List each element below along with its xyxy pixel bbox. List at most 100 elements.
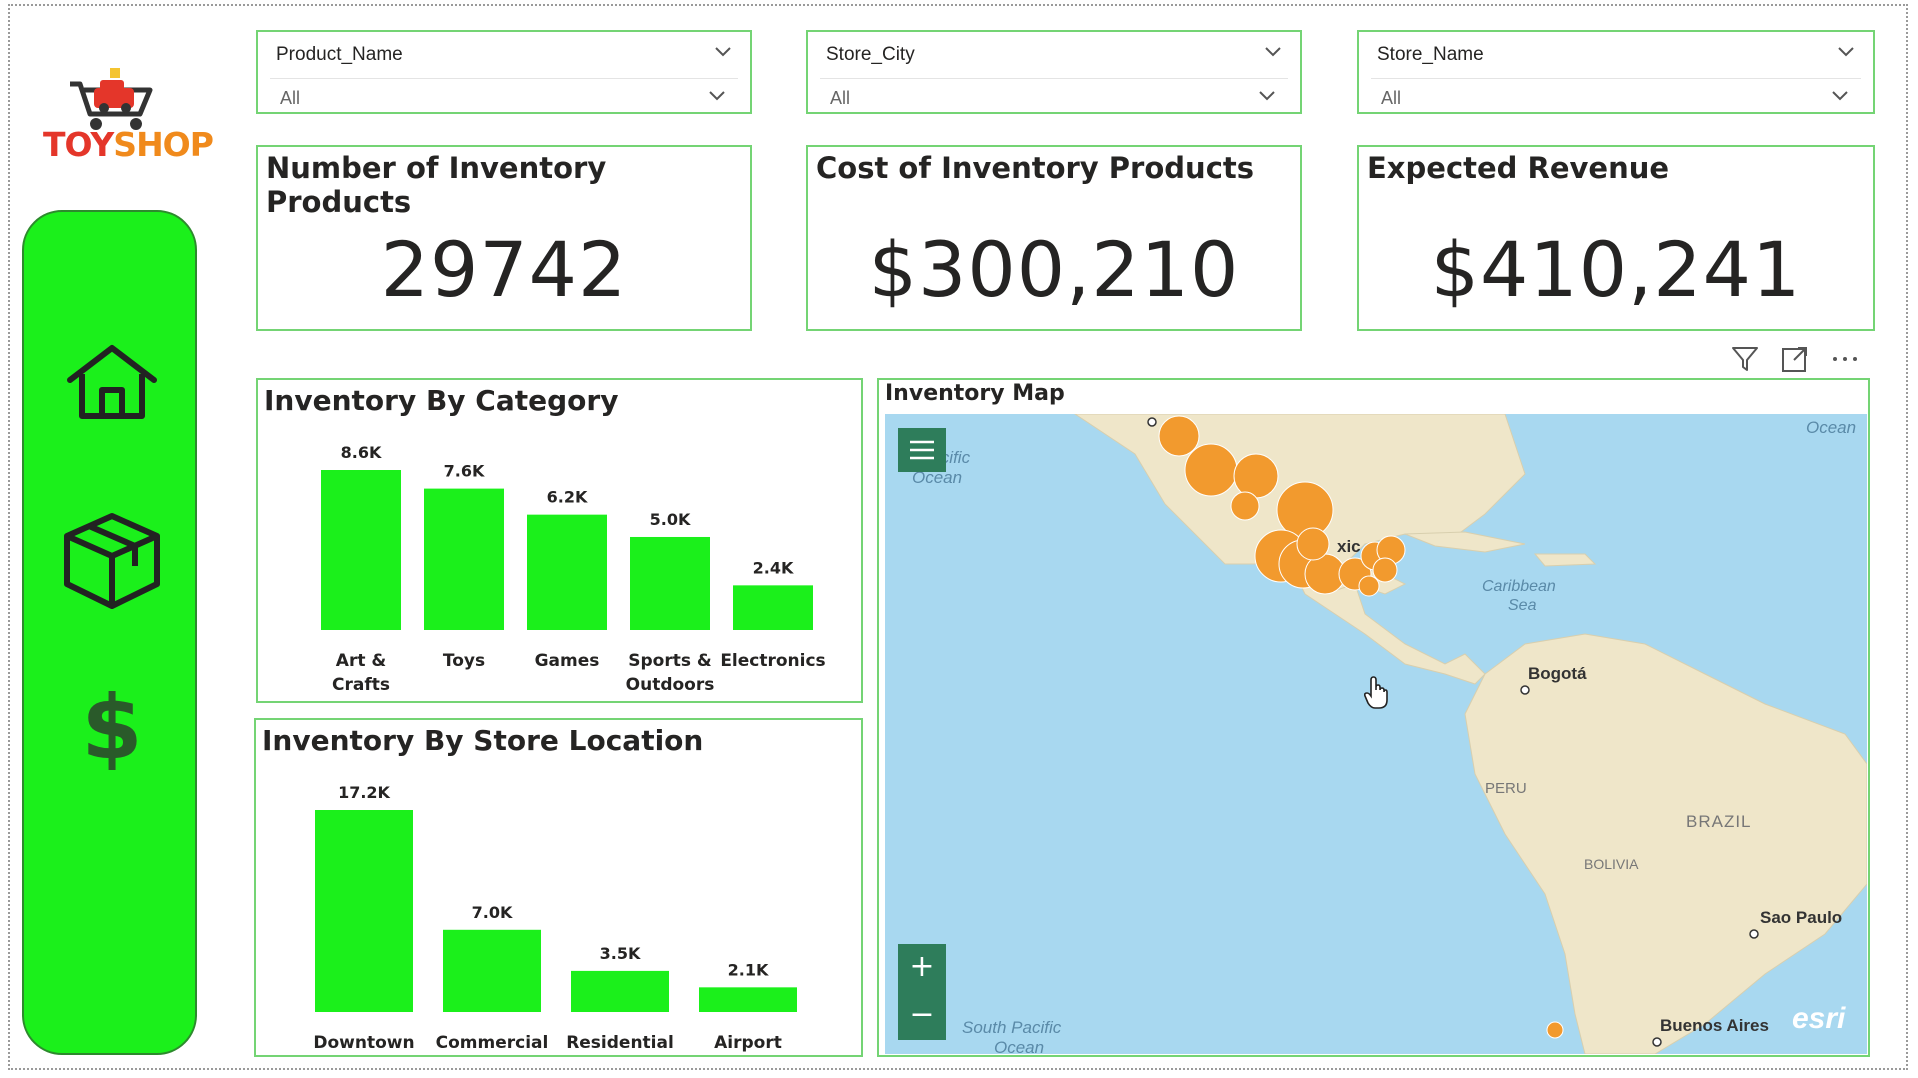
chevron-down-icon[interactable] <box>708 90 726 102</box>
slicer-title: Store_Name <box>1377 44 1484 65</box>
bar[interactable] <box>321 470 401 630</box>
divider <box>820 78 1288 79</box>
map-title: Inventory Map <box>885 381 1065 406</box>
map-label-caribbean: Caribbean <box>1482 578 1556 595</box>
chart-inventory-by-category[interactable]: Inventory By Category 8.6K Art & Crafts 7.6… <box>256 378 863 703</box>
menu-icon <box>910 440 934 460</box>
map-label-peru: PERU <box>1485 780 1527 797</box>
sidebar-nav: $ <box>22 210 197 1055</box>
data-label: 3.5K <box>600 944 641 963</box>
map-label-south-pacific: South Pacific <box>962 1018 1062 1037</box>
toyshop-logo: TOYSHOP <box>40 66 214 176</box>
report-canvas <box>8 4 1908 1070</box>
kpi-card-expected-revenue[interactable]: Expected Revenue $410,241 <box>1357 145 1875 331</box>
chevron-down-icon[interactable] <box>714 46 732 58</box>
location-bubbles[interactable] <box>1158 415 1564 1039</box>
bar[interactable] <box>443 929 541 1012</box>
zoom-out-button[interactable]: − <box>898 992 946 1040</box>
bar[interactable] <box>315 810 413 1012</box>
hand-cursor-icon <box>1364 676 1388 709</box>
bar[interactable] <box>733 585 813 630</box>
dollar-icon: $ <box>81 680 142 770</box>
inventory-map[interactable] <box>885 414 1867 1054</box>
home-icon <box>66 345 157 419</box>
category-label: Toys <box>443 651 485 671</box>
map-label-ocean: Ocean <box>912 468 963 487</box>
bar[interactable] <box>699 987 797 1012</box>
bar-chart[interactable]: 8.6K Art & Crafts 7.6K Toys 6.2K Games 5.0K Spor… <box>258 380 861 701</box>
filter-icon[interactable] <box>1730 344 1760 374</box>
chart-title: Inventory By Store Location <box>262 724 704 757</box>
kpi-value: 29742 <box>380 225 628 314</box>
bar-chart[interactable]: 17.2K Downtown 7.0K Commercial 3.5K Residenti… <box>256 720 861 1055</box>
esri-attribution: esri <box>1792 1002 1846 1035</box>
shopping-cart-icon <box>70 68 153 130</box>
focus-mode-icon[interactable] <box>1780 344 1810 374</box>
chart-inventory-by-store-location[interactable]: Inventory By Store Location 17.2K Downtow… <box>254 718 863 1057</box>
kpi-title: Expected Revenue <box>1367 151 1670 185</box>
more-options-icon[interactable] <box>1830 344 1860 374</box>
zoom-in-button[interactable]: + <box>898 944 946 992</box>
divider <box>1371 78 1861 79</box>
slicer-dropdown-value[interactable]: All <box>280 88 301 108</box>
data-label: 8.6K <box>341 443 382 462</box>
nav-inventory-button[interactable] <box>24 510 199 610</box>
svg-text:$: $ <box>81 680 142 770</box>
logo-text-toy: TOY <box>43 125 114 164</box>
map-label-ocean: Ocean <box>1806 418 1857 437</box>
box-icon <box>63 513 160 609</box>
divider <box>270 78 738 79</box>
category-label: Electronics <box>720 651 825 671</box>
kpi-card-inventory-cost[interactable]: Cost of Inventory Products $300,210 <box>806 145 1302 331</box>
category-label: Outdoors <box>626 675 715 695</box>
kpi-title: Number of Inventory Products <box>266 151 607 219</box>
kpi-card-inventory-count[interactable]: Number of Inventory Products 29742 <box>256 145 752 331</box>
logo-text: TOYSHOP <box>43 125 214 164</box>
data-label: 7.0K <box>472 903 513 922</box>
data-label: 6.2K <box>547 488 588 507</box>
category-label: Crafts <box>332 675 390 695</box>
slicer-store-city[interactable]: Store_City All <box>806 30 1302 114</box>
map-label-ocean: Ocean <box>994 1038 1045 1057</box>
map-label-bogota: Bogotá <box>1528 664 1587 683</box>
chevron-down-icon[interactable] <box>1837 46 1855 58</box>
category-label: Art & <box>336 651 387 671</box>
bar[interactable] <box>571 970 669 1012</box>
chevron-down-icon[interactable] <box>1831 90 1849 102</box>
logo-text-shop: SHOP <box>113 125 214 164</box>
map-label-sea: Sea <box>1508 597 1537 614</box>
slicer-title: Product_Name <box>276 44 403 65</box>
category-label: Games <box>535 651 600 671</box>
map-layers-button[interactable] <box>898 428 946 472</box>
kpi-value: $300,210 <box>868 225 1240 314</box>
bar[interactable] <box>424 488 504 630</box>
slicer-dropdown-value[interactable]: All <box>1381 88 1402 108</box>
map-label-bolivia: BOLIVIA <box>1584 856 1639 872</box>
nav-home-button[interactable] <box>24 342 199 422</box>
category-label: Downtown <box>313 1033 414 1053</box>
map-label-sao-paulo: Sao Paulo <box>1760 908 1843 927</box>
data-label: 2.1K <box>728 960 769 979</box>
data-label: 5.0K <box>650 510 691 529</box>
category-label: Sports & <box>628 651 712 671</box>
slicer-dropdown-value[interactable]: All <box>830 88 851 108</box>
slicer-product-name[interactable]: Product_Name All <box>256 30 752 114</box>
category-label: Residential <box>566 1033 674 1053</box>
map-label-buenos-aires: Buenos Aires <box>1660 1016 1769 1035</box>
slicer-title: Store_City <box>826 44 915 65</box>
map-label-brazil: BRAZIL <box>1686 812 1752 831</box>
kpi-value: $410,241 <box>1430 225 1802 314</box>
bar[interactable] <box>630 536 710 630</box>
category-label: Airport <box>714 1033 782 1053</box>
data-label: 17.2K <box>338 783 390 802</box>
data-label: 7.6K <box>444 462 485 481</box>
chevron-down-icon[interactable] <box>1264 46 1282 58</box>
nav-revenue-button[interactable]: $ <box>24 680 199 770</box>
category-label: Commercial <box>436 1033 549 1053</box>
data-label: 2.4K <box>753 558 794 577</box>
slicer-store-name[interactable]: Store_Name All <box>1357 30 1875 114</box>
chevron-down-icon[interactable] <box>1258 90 1276 102</box>
chart-title: Inventory By Category <box>264 384 619 417</box>
kpi-title: Cost of Inventory Products <box>816 151 1255 185</box>
bar[interactable] <box>527 514 607 630</box>
